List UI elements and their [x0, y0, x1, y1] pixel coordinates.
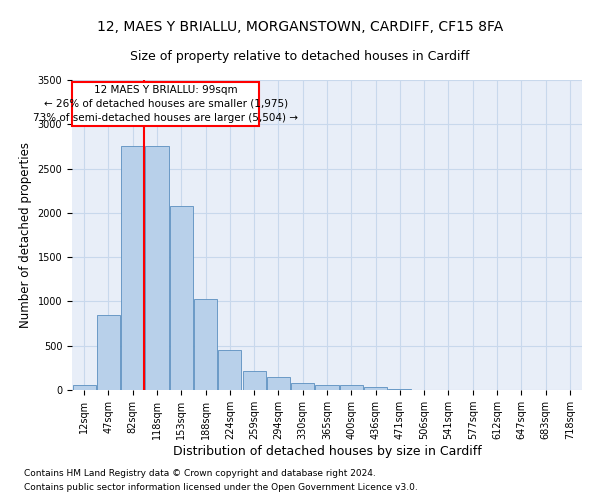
Bar	[242, 372, 266, 390]
Bar	[194, 299, 217, 390]
Text: Size of property relative to detached houses in Cardiff: Size of property relative to detached ho…	[130, 50, 470, 63]
Bar	[97, 314, 120, 390]
Bar	[364, 388, 387, 390]
Text: 12 MAES Y BRIALLU: 99sqm
← 26% of detached houses are smaller (1,975)
73% of sem: 12 MAES Y BRIALLU: 99sqm ← 26% of detach…	[33, 85, 298, 123]
FancyBboxPatch shape	[73, 82, 259, 126]
Bar	[73, 384, 95, 390]
Y-axis label: Number of detached properties: Number of detached properties	[19, 142, 32, 328]
Bar	[291, 384, 314, 390]
Text: Contains HM Land Registry data © Crown copyright and database right 2024.: Contains HM Land Registry data © Crown c…	[24, 468, 376, 477]
X-axis label: Distribution of detached houses by size in Cardiff: Distribution of detached houses by size …	[173, 445, 481, 458]
Text: Contains public sector information licensed under the Open Government Licence v3: Contains public sector information licen…	[24, 484, 418, 492]
Bar	[340, 385, 363, 390]
Text: 12, MAES Y BRIALLU, MORGANSTOWN, CARDIFF, CF15 8FA: 12, MAES Y BRIALLU, MORGANSTOWN, CARDIFF…	[97, 20, 503, 34]
Bar	[388, 389, 412, 390]
Bar	[170, 206, 193, 390]
Bar	[121, 146, 144, 390]
Bar	[218, 350, 241, 390]
Bar	[145, 146, 169, 390]
Bar	[316, 385, 338, 390]
Bar	[267, 376, 290, 390]
